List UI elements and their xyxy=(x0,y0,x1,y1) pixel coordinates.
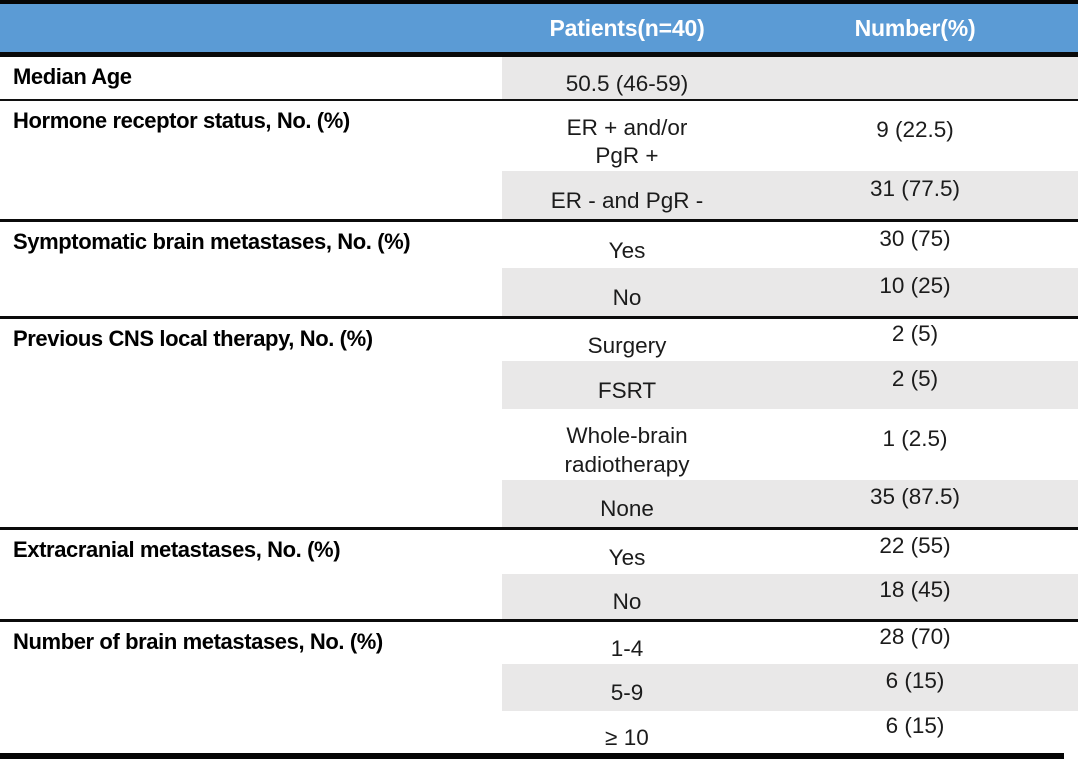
row-label: Extracranial metastases, No. (%) xyxy=(0,526,502,620)
number-cell xyxy=(752,53,1078,101)
patients-cell: 5-9 xyxy=(502,663,752,711)
patients-cell: 1-4 xyxy=(502,618,752,664)
row-label: Symptomatic brain metastases, No. (%) xyxy=(0,218,502,318)
header-cell-number: Number(%) xyxy=(752,2,1078,57)
patients-cell: FSRT xyxy=(502,361,752,409)
number-cell: 2 (5) xyxy=(752,361,1078,409)
patient-characteristics-table: Patients(n=40) Number(%) Median Age 50.5… xyxy=(0,0,1078,753)
patients-cell: 50.5 (46-59) xyxy=(502,53,752,101)
row-label: Hormone receptor status, No. (%) xyxy=(0,99,502,221)
table-bottom-rule xyxy=(0,752,1064,759)
number-cell: 6 (15) xyxy=(885,712,945,738)
table-row-cns-none: None 35 (87.5) xyxy=(0,480,1078,528)
patients-cell: Yes xyxy=(502,526,752,574)
patients-cell: ≥ 10 xyxy=(605,724,649,750)
number-cell: 28 (70) xyxy=(752,618,1078,664)
number-cell: 30 (75) xyxy=(752,218,1078,269)
table-row-brainmets-10plus: ≥ 10 6 (15) xyxy=(0,711,1078,753)
number-cell: 9 (22.5) xyxy=(752,99,1078,172)
number-cell: 10 (25) xyxy=(752,268,1078,318)
row-label: Previous CNS local therapy, No. (%) xyxy=(0,315,502,528)
header-cell-empty xyxy=(0,2,502,57)
patients-cell: No xyxy=(502,574,752,620)
patients-cell: None xyxy=(502,480,752,528)
patients-cell: ER - and PgR - xyxy=(502,171,752,221)
number-cell: 1 (2.5) xyxy=(882,425,948,451)
number-cell: 22 (55) xyxy=(752,526,1078,574)
table-row-median-age: Median Age 50.5 (46-59) xyxy=(0,53,1078,101)
table-row-hormone-er-neg: ER - and PgR - 31 (77.5) xyxy=(0,171,1078,221)
header-cell-patients: Patients(n=40) xyxy=(502,2,752,57)
table-row-extracranial-yes: Extracranial metastases, No. (%) Yes 22 … xyxy=(0,526,1078,620)
table-row-symptomatic-no: No 10 (25) xyxy=(0,268,1078,318)
table-row-brainmets-5-9: 5-9 6 (15) xyxy=(0,663,1078,711)
table-row-brainmets-1-4: Number of brain metastases, No. (%) 1-4 … xyxy=(0,618,1078,753)
patients-cell: No xyxy=(502,268,752,318)
table-row-cns-wbrt: Whole-brain radiotherapy 1 (2.5) xyxy=(0,409,1078,480)
table-row-cns-fsrt: FSRT 2 (5) xyxy=(0,361,1078,409)
table-row-symptomatic-yes: Symptomatic brain metastases, No. (%) Ye… xyxy=(0,218,1078,318)
table-row-cns-surgery: Previous CNS local therapy, No. (%) Surg… xyxy=(0,315,1078,528)
number-cell: 2 (5) xyxy=(752,315,1078,361)
patients-cell: Surgery xyxy=(502,315,752,361)
row-label: Number of brain metastases, No. (%) xyxy=(0,618,502,753)
table-header-row: Patients(n=40) Number(%) xyxy=(0,2,1078,57)
number-cell: 6 (15) xyxy=(752,663,1078,711)
table-row-hormone-er-pos: Hormone receptor status, No. (%) ER + an… xyxy=(0,99,1078,221)
number-cell: 31 (77.5) xyxy=(752,171,1078,221)
table-row-extracranial-no: No 18 (45) xyxy=(0,574,1078,620)
patients-cell: Whole-brain radiotherapy xyxy=(564,423,690,477)
number-cell: 35 (87.5) xyxy=(752,480,1078,528)
number-cell: 18 (45) xyxy=(752,574,1078,620)
row-label: Median Age xyxy=(0,53,502,101)
patients-cell: ER + and/or PgR + xyxy=(502,99,752,172)
patients-cell: Yes xyxy=(502,218,752,269)
